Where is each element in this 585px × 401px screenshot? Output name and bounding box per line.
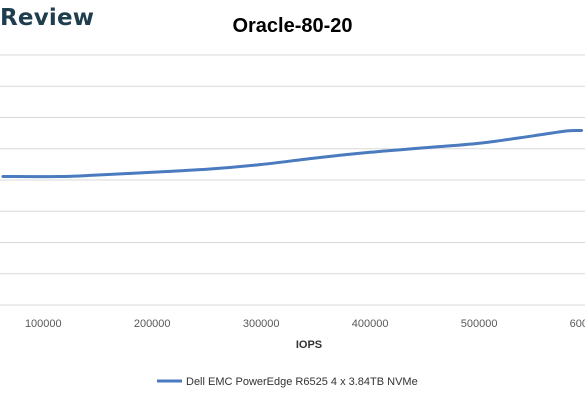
series-line: [1, 128, 583, 179]
x-tick-label: 600000: [570, 318, 585, 330]
x-tick-label: 500000: [461, 318, 498, 330]
legend-label: Dell EMC PowerEdge R6525 4 x 3.84TB NVMe: [186, 376, 418, 388]
x-tick-label: 200000: [134, 318, 171, 330]
chart-title: Oracle-80-20: [0, 14, 585, 38]
logo: Review: [0, 5, 95, 31]
x-tick-label: 100000: [25, 318, 62, 330]
series-lines: [1, 128, 583, 179]
x-axis-label: IOPS: [296, 339, 322, 351]
x-axis-ticks: 100000 200000 300000 400000 500000 600000: [25, 318, 585, 330]
gridlines: [0, 54, 585, 306]
x-tick-label: 400000: [352, 318, 389, 330]
legend: Dell EMC PowerEdge R6525 4 x 3.84TB NVMe: [157, 376, 418, 388]
x-tick-label: 300000: [243, 318, 280, 330]
chart-title-text: Oracle-80-20: [232, 15, 353, 37]
